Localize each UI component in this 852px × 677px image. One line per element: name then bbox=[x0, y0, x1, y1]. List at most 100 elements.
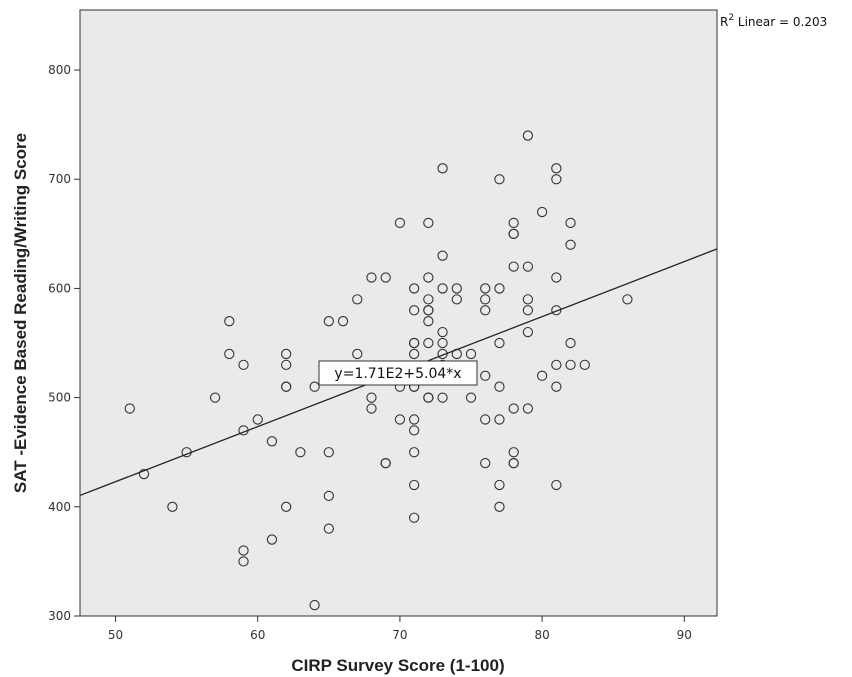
x-tick-label: 90 bbox=[677, 628, 692, 642]
data-point bbox=[408, 425, 420, 436]
data-point bbox=[480, 294, 491, 305]
data-point bbox=[323, 316, 334, 327]
data-point bbox=[494, 381, 505, 392]
y-tick-label: 800 bbox=[48, 63, 71, 77]
data-point bbox=[551, 272, 562, 283]
data-point bbox=[437, 163, 448, 174]
data-point bbox=[536, 206, 548, 218]
data-point bbox=[494, 414, 505, 425]
data-point bbox=[579, 359, 590, 371]
r2-suffix: Linear = 0.203 bbox=[734, 15, 827, 29]
data-point bbox=[522, 261, 534, 272]
data-point bbox=[238, 556, 249, 567]
data-point bbox=[309, 599, 320, 611]
data-point bbox=[522, 294, 534, 305]
data-point bbox=[309, 381, 320, 392]
data-point bbox=[394, 414, 406, 425]
y-tick-label: 500 bbox=[48, 391, 71, 405]
equation-label: y=1.71E2+5.04*x bbox=[334, 366, 461, 382]
data-point bbox=[551, 381, 562, 392]
y-tick-label: 600 bbox=[48, 281, 71, 295]
data-point bbox=[408, 283, 420, 294]
plot-background bbox=[80, 10, 717, 616]
data-point bbox=[281, 359, 292, 371]
y-axis-title: SAT -Evidence Based Reading/Writing Scor… bbox=[11, 133, 30, 493]
data-point bbox=[323, 523, 334, 534]
data-point bbox=[480, 305, 491, 316]
data-point bbox=[480, 283, 491, 294]
data-point bbox=[209, 392, 221, 403]
data-point bbox=[451, 294, 462, 305]
data-point bbox=[508, 403, 519, 414]
data-point bbox=[408, 305, 420, 316]
data-point bbox=[508, 217, 519, 229]
data-point bbox=[494, 174, 505, 185]
data-point bbox=[522, 130, 534, 141]
data-point bbox=[480, 457, 491, 469]
data-point bbox=[551, 305, 562, 316]
x-axis-title: CIRP Survey Score (1-100) bbox=[291, 656, 504, 675]
data-point bbox=[380, 457, 391, 469]
data-point bbox=[366, 392, 377, 403]
r2-superscript: 2 bbox=[728, 13, 734, 23]
data-point bbox=[423, 392, 434, 403]
data-point bbox=[352, 348, 363, 360]
data-point bbox=[551, 163, 562, 174]
data-point bbox=[565, 217, 576, 229]
y-tick-label: 400 bbox=[48, 500, 71, 514]
data-point bbox=[408, 512, 420, 523]
x-tick-label: 60 bbox=[250, 628, 265, 642]
data-point bbox=[281, 348, 292, 360]
r2-prefix: R bbox=[720, 15, 728, 29]
data-point bbox=[437, 337, 448, 349]
data-point bbox=[266, 534, 278, 545]
y-tick-label: 700 bbox=[48, 172, 71, 186]
data-point bbox=[465, 392, 477, 403]
data-point bbox=[423, 294, 434, 305]
data-point bbox=[423, 217, 434, 229]
data-point bbox=[323, 490, 334, 502]
data-point bbox=[508, 228, 519, 239]
data-point bbox=[451, 283, 462, 294]
data-point bbox=[551, 174, 562, 185]
data-point bbox=[408, 348, 420, 360]
data-point bbox=[323, 447, 334, 458]
data-point bbox=[480, 370, 491, 381]
data-point bbox=[281, 501, 292, 512]
data-point bbox=[437, 326, 448, 338]
data-point bbox=[394, 217, 406, 229]
x-tick-label: 80 bbox=[534, 628, 549, 642]
data-point bbox=[295, 447, 306, 458]
data-point bbox=[352, 294, 363, 305]
data-point bbox=[408, 337, 420, 349]
data-point bbox=[522, 326, 534, 338]
data-point bbox=[565, 359, 576, 371]
data-points bbox=[124, 130, 633, 611]
data-point bbox=[380, 272, 391, 283]
r-squared-label: R2 Linear = 0.203 bbox=[720, 13, 827, 29]
x-tick-label: 50 bbox=[108, 628, 123, 642]
data-point bbox=[224, 316, 235, 327]
data-point bbox=[494, 501, 505, 512]
x-tick-label: 70 bbox=[392, 628, 407, 642]
data-point bbox=[480, 414, 491, 425]
data-point bbox=[508, 447, 519, 458]
data-point bbox=[437, 283, 448, 294]
data-point bbox=[536, 370, 548, 381]
data-point bbox=[366, 272, 377, 283]
data-point bbox=[167, 501, 178, 512]
axis-ticks: 300 400 500 600 700 800 50 60 70 80 90 bbox=[48, 63, 692, 642]
data-point bbox=[408, 447, 420, 458]
equation-label-box: y=1.71E2+5.04*x bbox=[318, 360, 478, 386]
data-point bbox=[551, 479, 562, 491]
data-point bbox=[437, 250, 448, 261]
data-point bbox=[252, 414, 263, 425]
data-point bbox=[238, 359, 249, 371]
data-point bbox=[494, 283, 505, 294]
data-point bbox=[437, 392, 448, 403]
data-point bbox=[565, 239, 576, 250]
data-point bbox=[508, 261, 519, 272]
data-point bbox=[224, 348, 235, 360]
data-point bbox=[423, 316, 434, 327]
